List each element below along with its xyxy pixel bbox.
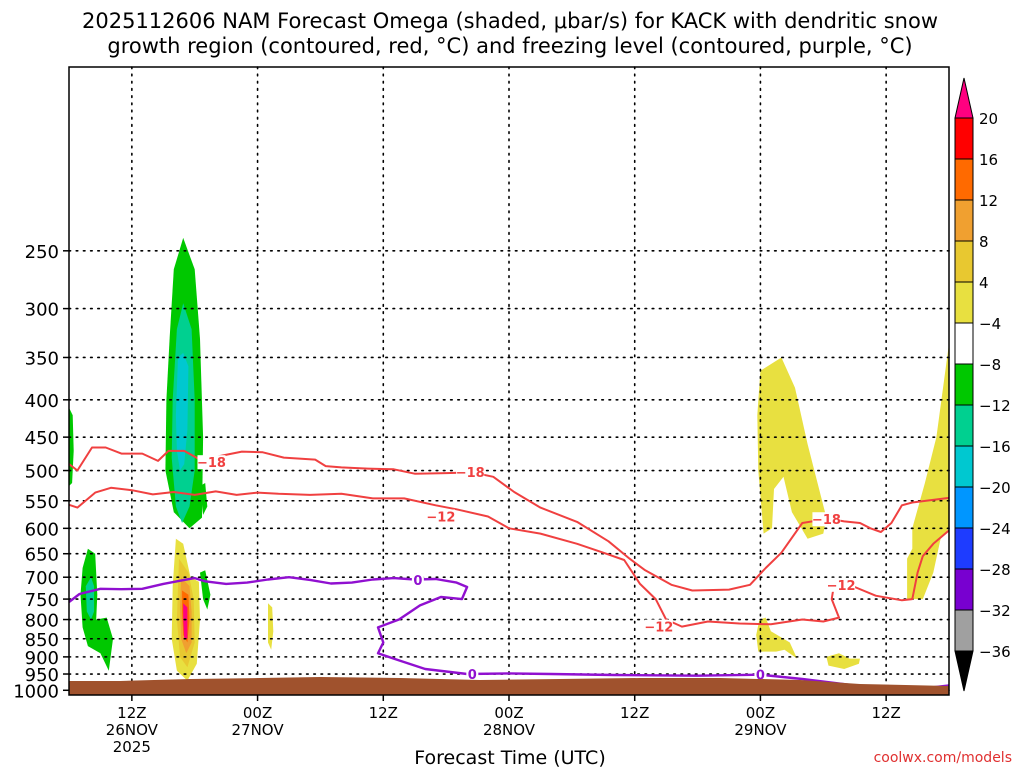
colorbar-label-14: −36 [979,643,1011,661]
x-axis-label: Forecast Time (UTC) [414,747,605,768]
omega-region-13 [183,603,188,639]
colorbar-segment-12 [954,568,974,611]
y-tick-label-850: 850 [25,630,59,651]
y-tick-label-750: 750 [25,590,59,611]
contour-label-5: −18 [812,513,841,528]
chart-title-line1: 2025112606 NAM Forecast Omega (shaded, μ… [82,9,938,33]
colorbar-segment-7 [954,363,974,406]
x-tick-label-6-2: 26NOV [106,721,159,739]
x-tick-label-6-3: 2025 [113,738,151,756]
omega-region-3 [175,352,189,471]
colorbar-label-5: 4 [979,274,989,292]
omega-region-18 [907,343,949,600]
contour-label-bg-6 [827,577,856,592]
omega-region-7 [85,577,95,620]
colorbar-label-7: −8 [979,356,1001,374]
contour-label-bg-5 [812,512,841,527]
contour-label-7: 0 [413,574,422,589]
chart-title-line2: growth region (contoured, red, °C) and f… [107,34,912,58]
colorbar: 20 16 12 8 4 −4 −8 −12 −16 −20 −24 −28 −32 −36 [954,77,1011,692]
x-tick-label-18-1: 00Z [243,704,272,722]
contour-label-4: −12 [644,621,673,636]
grid-lines [68,66,950,696]
colorbar-label-12: −28 [979,561,1011,579]
omega-region-4 [200,483,208,515]
contour-label-bg-8 [466,667,479,682]
x-tick-label-18-2: 27NOV [232,721,285,739]
colorbar-label-9: −16 [979,438,1011,456]
colorbar-segment-5 [954,281,974,324]
colorbar-segment-1 [954,117,974,160]
contour-label-bg-4 [644,619,673,634]
colorbar-label-8: −12 [979,397,1011,415]
y-tick-label-300: 300 [25,300,59,321]
x-tick-label-42-1: 00Z [494,704,523,722]
y-tick-label-250: 250 [25,242,59,263]
x-tick-label-78-1: 12Z [871,704,900,722]
contour-labels: −18 −18 −12 −12 −18 −12 0 0 0 [197,455,856,684]
colorbar-label-2: 16 [979,151,998,169]
contour-label-6: −12 [827,579,856,594]
y-tick-label-600: 600 [25,519,59,540]
colorbar-segment-9 [954,445,974,488]
colorbar-label-13: −32 [979,602,1011,620]
colorbar-segment-4 [954,240,974,283]
plot-background [69,67,949,695]
colorbar-segment-2 [954,158,974,201]
freezing-contour-0-3 [68,576,950,692]
x-tick-label-42-2: 28NOV [483,721,536,739]
colorbar-segment-6 [954,322,974,365]
omega-region-15 [757,357,827,539]
contour-label-9: 0 [756,669,765,684]
y-tick-label-450: 450 [25,428,59,449]
x-tick-label-6-1: 12Z [117,704,146,722]
contour-label-8: 0 [468,668,477,683]
y-tick-label-650: 650 [25,545,59,566]
contour-label-2: −18 [456,466,485,481]
contour-label-bg-7 [411,572,424,587]
y-tick-label-500: 500 [25,462,59,483]
colorbar-segment-8 [954,404,974,447]
contour-label-bg-9 [754,667,767,682]
colorbar-label-3: 12 [979,192,998,210]
colorbar-label-1: 20 [979,110,998,128]
plot-area: −18 −18 −12 −12 −18 −12 0 0 0 [68,66,950,696]
colorbar-segment-10 [954,486,974,529]
y-axis: 2503003504004505005506006507007508008509… [13,242,69,702]
y-tick-label-700: 700 [25,568,59,589]
omega-region-6 [80,548,113,671]
x-tick-label-30-1: 12Z [369,704,398,722]
contour-label-bg-1 [197,455,226,470]
y-tick-label-350: 350 [25,348,59,369]
y-tick-label-1000: 1000 [13,681,59,702]
x-tick-label-66-2: 29NOV [734,721,787,739]
y-tick-label-950: 950 [25,665,59,686]
colorbar-label-10: −20 [979,479,1011,497]
contour-label-bg-3 [426,509,455,524]
contour-label-1: −18 [197,456,226,471]
x-tick-label-66-1: 00Z [746,704,775,722]
y-tick-label-800: 800 [25,611,59,632]
terrain-fill [69,677,949,695]
credit-text: coolwx.com/models [874,750,1012,766]
x-tick-label-54-1: 12Z [620,704,649,722]
colorbar-bottom-arrow [954,650,974,692]
omega-region-17 [826,653,860,669]
colorbar-label-4: 8 [979,233,989,251]
colorbar-label-6: −4 [979,315,1001,333]
colorbar-segment-last [954,609,974,652]
colorbar-top-arrow [954,77,974,119]
colorbar-label-11: −24 [979,520,1011,538]
contour-label-3: −12 [426,511,455,526]
y-tick-label-900: 900 [25,648,59,669]
y-tick-label-550: 550 [25,492,59,513]
colorbar-segment-3 [954,199,974,242]
y-tick-label-400: 400 [25,391,59,412]
colorbar-segment-11 [954,527,974,570]
contour-label-bg-2 [456,464,485,479]
